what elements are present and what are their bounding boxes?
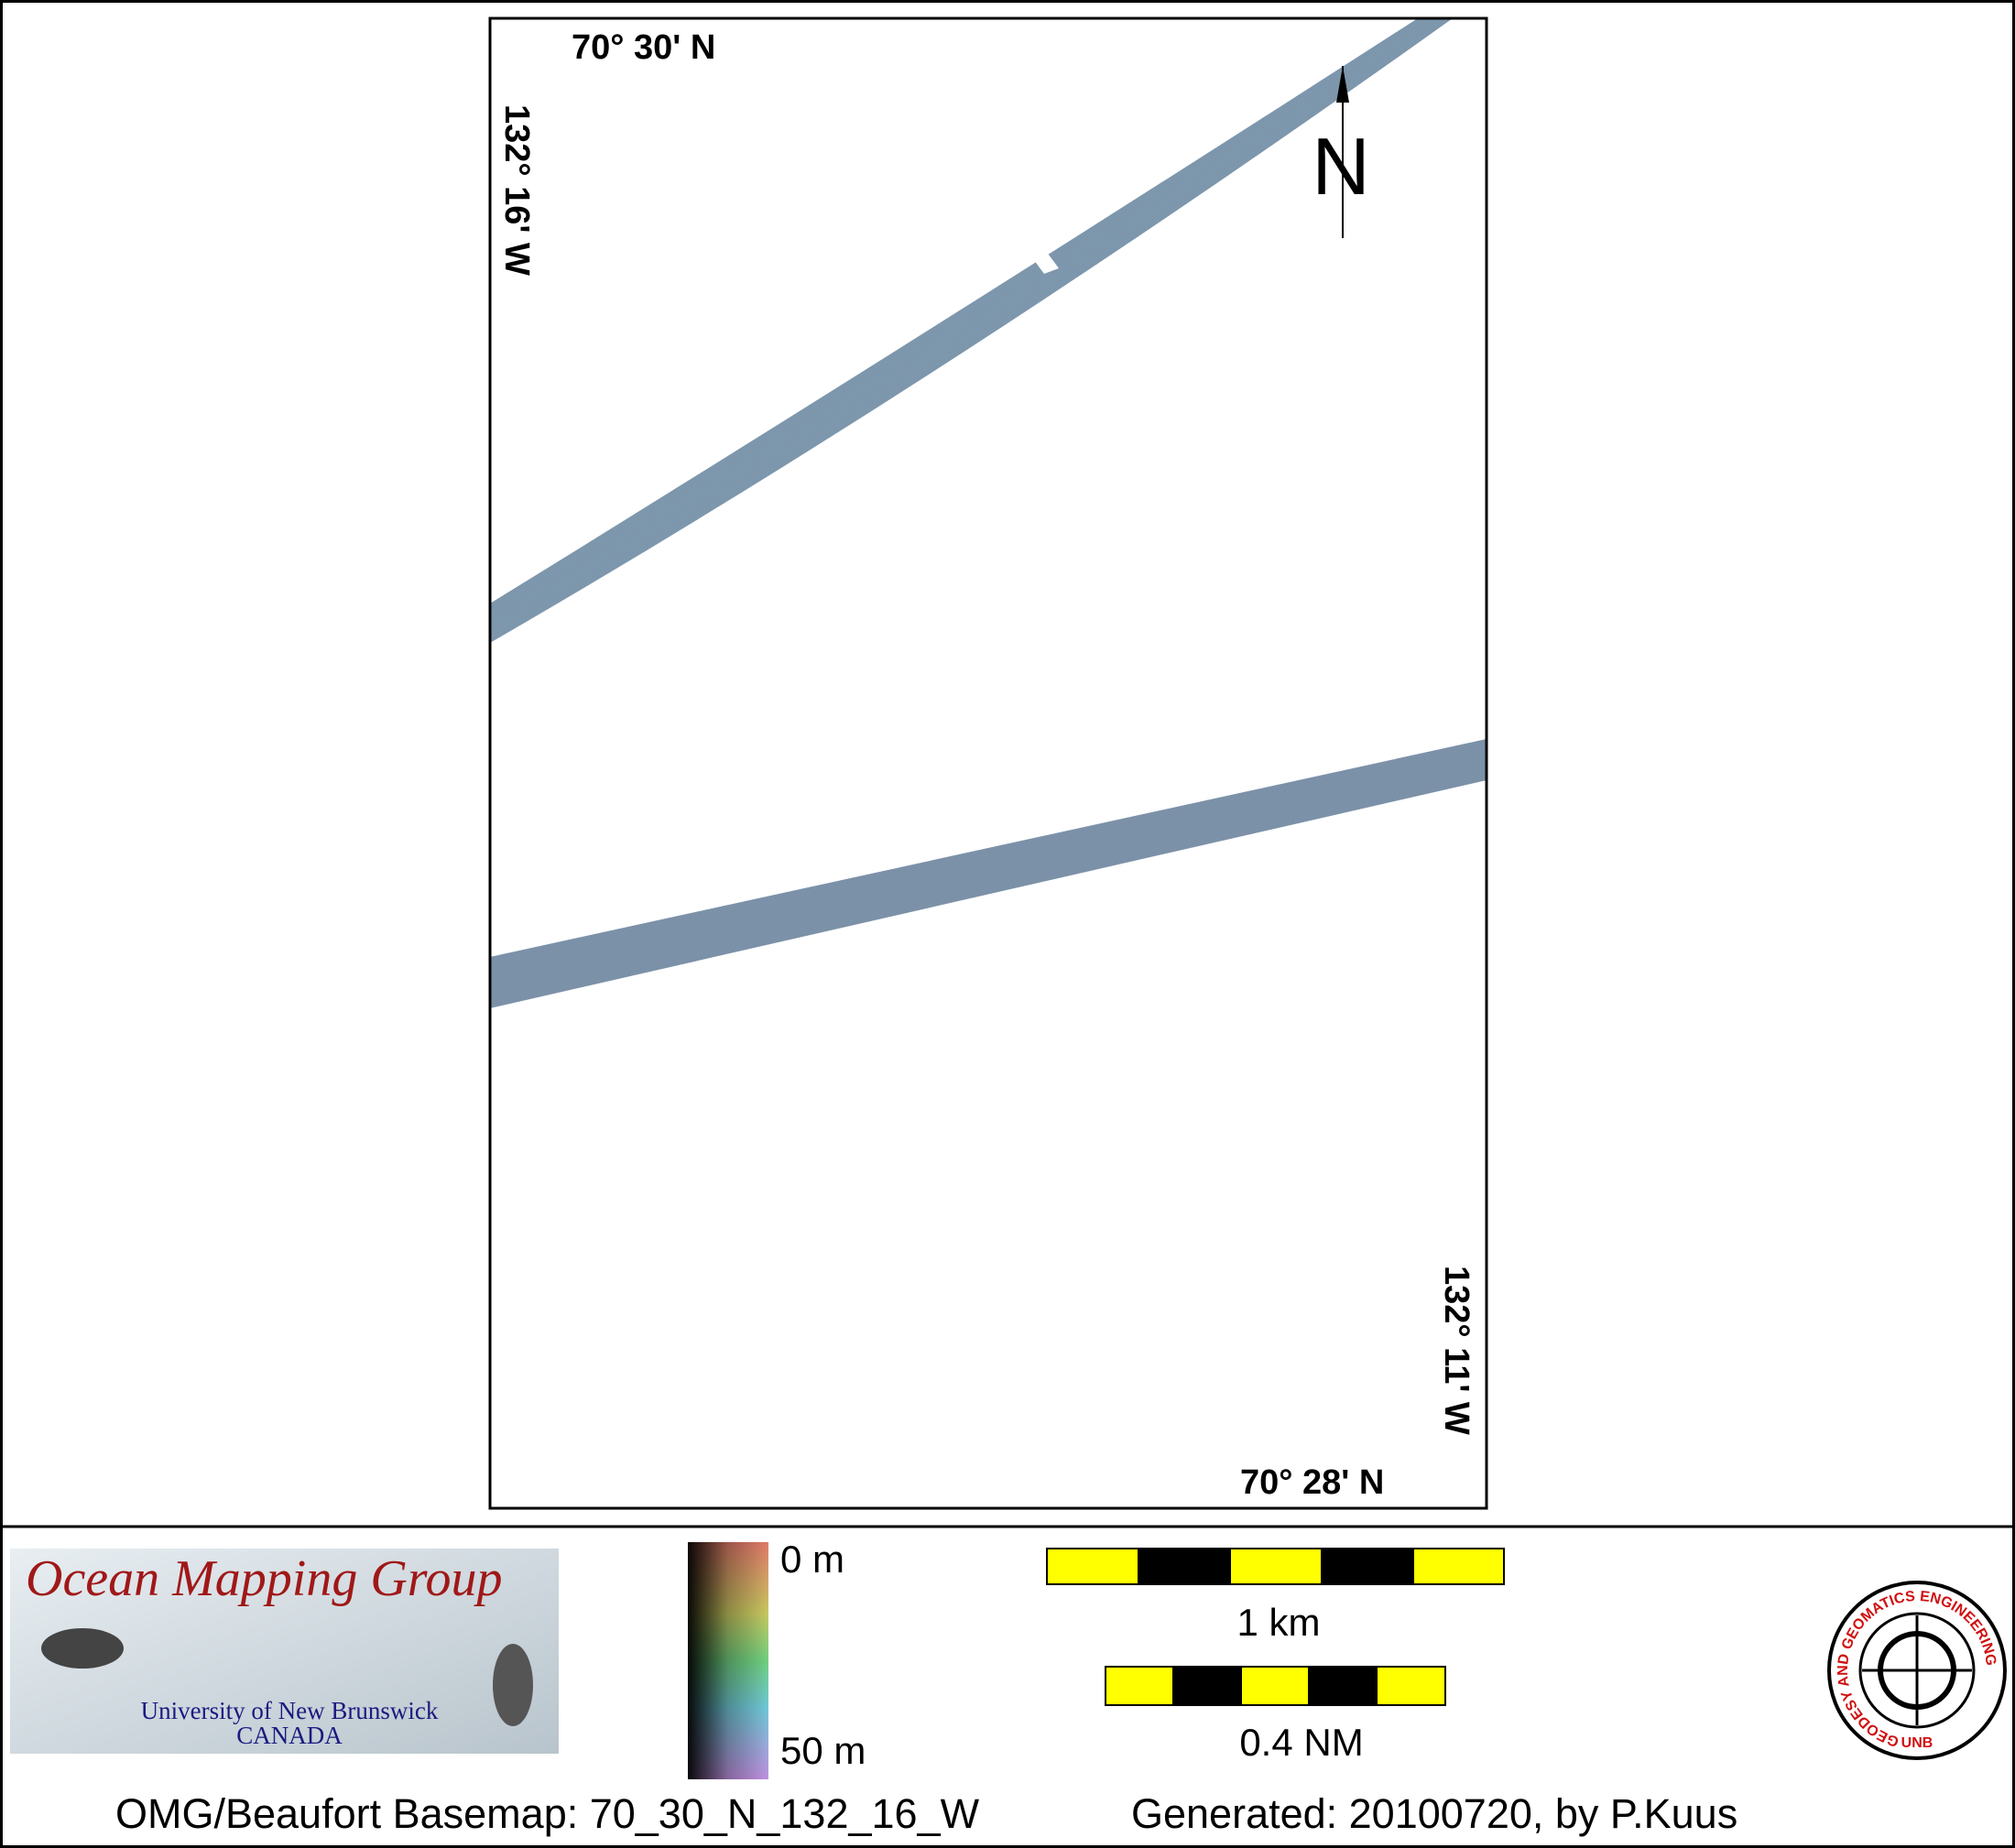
map-frame: 70° 30' N 132° 16' W 132° 11' W 70° 28' …: [488, 16, 1488, 1510]
scale-label: 0.4 NM: [1239, 1721, 1363, 1764]
scale-segment: [1240, 1666, 1310, 1706]
unb-logo: GEODESY AND GEOMATICS ENGINEERING UNB: [1827, 1581, 2007, 1760]
footer-generated: Generated: 20100720, by P.Kuus: [1131, 1790, 1737, 1837]
colorbar-label: 0 m: [780, 1538, 844, 1581]
lon-label: 132° 16' W: [497, 104, 536, 276]
swath-gap: [1026, 244, 1059, 274]
scale-segment: [1138, 1548, 1231, 1585]
swath-south: [490, 739, 1487, 1008]
depth-colorbar: 0 m 50 m: [688, 1538, 866, 1779]
scale-segment: [1172, 1666, 1242, 1706]
scale-segment: [1321, 1548, 1414, 1585]
swath-north: [490, 18, 1453, 643]
logo-icon: [493, 1644, 533, 1726]
lat-label: 70° 28' N: [1240, 1463, 1384, 1502]
scale-segment: [1308, 1666, 1378, 1706]
omg-logo: Ocean Mapping Group University of New Br…: [10, 1549, 559, 1754]
logo-country: CANADA: [236, 1722, 343, 1749]
lon-label: 132° 11' W: [1437, 1266, 1476, 1435]
scale-label: 1 km: [1236, 1601, 1320, 1644]
scale-segment: [1376, 1666, 1446, 1706]
logo-unb: UNB: [1901, 1735, 1933, 1751]
logo-icon: [41, 1628, 124, 1669]
scale-bars: 1 km 0.4 NM: [1046, 1548, 1505, 1764]
scale-segment: [1105, 1666, 1174, 1706]
scale-segment: [1229, 1548, 1323, 1585]
scale-segment: [1046, 1548, 1139, 1585]
logo-title: Ocean Mapping Group: [26, 1550, 503, 1607]
colorbar-shade: [688, 1542, 768, 1779]
lat-label: 70° 30' N: [572, 28, 715, 67]
north-label: N: [1312, 121, 1370, 212]
logo-university: University of New Brunswick: [141, 1697, 439, 1724]
map-border: [488, 16, 1488, 1510]
scale-segment: [1412, 1548, 1505, 1585]
north-arrowhead: [1336, 66, 1349, 103]
colorbar-label: 50 m: [780, 1729, 866, 1772]
footer-basemap: OMG/Beaufort Basemap: 70_30_N_132_16_W: [115, 1790, 980, 1837]
